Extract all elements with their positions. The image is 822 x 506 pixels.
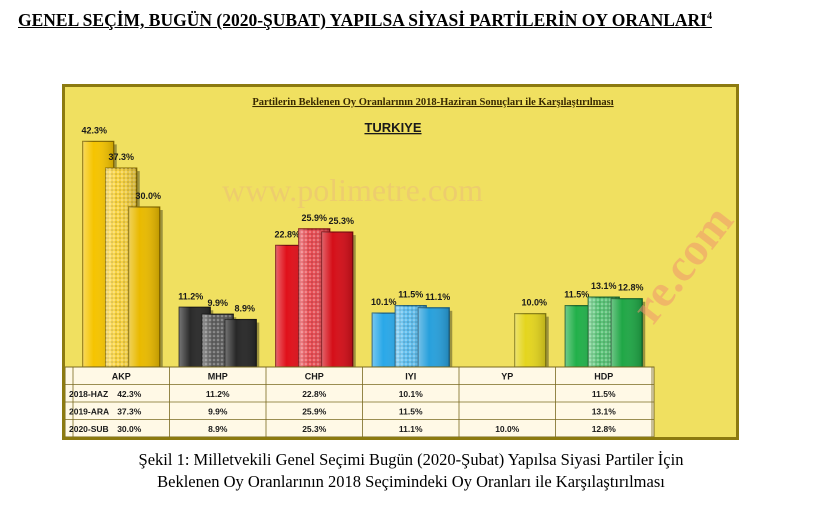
table-cell: 25.3%	[302, 424, 327, 434]
category-label: CHP	[305, 372, 324, 382]
bars-layer: 42.3% 37.3% 30.0% 11.2% 9.9% 8.9% 22.8%25.9% 25…	[81, 125, 646, 370]
caption-line-1: Şekil 1: Milletvekili Genel Seçimi Bugün…	[138, 450, 684, 469]
data-label: 12.8%	[618, 283, 644, 293]
table-row-label: 2020-SUB	[69, 424, 109, 434]
table-cell: 9.9%	[208, 407, 228, 417]
bar-shine	[128, 207, 160, 367]
table-cell: 10.1%	[399, 389, 424, 399]
bar-chart: Partilerin Beklenen Oy Oranlarının 2018-…	[65, 97, 655, 437]
table-cell: 8.9%	[208, 424, 228, 434]
table-cell: 10.0%	[495, 424, 520, 434]
data-label: 25.3%	[328, 216, 354, 226]
category-label: MHP	[208, 372, 228, 382]
bar-shine	[321, 232, 353, 367]
data-label: 30.0%	[135, 191, 161, 201]
data-label: 9.9%	[207, 298, 228, 308]
bar-shine	[514, 313, 546, 367]
bar-shine	[418, 307, 450, 367]
data-label: 25.9%	[301, 213, 327, 223]
data-label: 11.2%	[178, 291, 203, 301]
table-cell: 12.8%	[592, 424, 617, 434]
bar-shine	[225, 319, 257, 367]
table-row-label: 2019-ARA	[69, 407, 109, 417]
page-heading-text: GENEL SEÇİM, BUGÜN (2020-ŞUBAT) YAPILSA …	[18, 10, 707, 30]
table-cell: 11.5%	[592, 389, 616, 399]
data-label: 11.5%	[398, 290, 423, 300]
category-label: HDP	[594, 372, 613, 382]
caption-line-2: Beklenen Oy Oranlarının 2018 Seçimindeki…	[157, 472, 665, 491]
data-label: 10.1%	[371, 297, 397, 307]
table-cell: 37.3%	[117, 407, 142, 417]
chart-panel: Partilerin Beklenen Oy Oranlarının 2018-…	[62, 84, 739, 440]
category-label: YP	[501, 372, 513, 382]
data-label: 37.3%	[108, 152, 134, 162]
page-heading: GENEL SEÇİM, BUGÜN (2020-ŞUBAT) YAPILSA …	[18, 10, 808, 31]
table-cell: 11.2%	[206, 389, 230, 399]
bar-shine	[611, 298, 643, 367]
table-cell: 42.3%	[117, 389, 142, 399]
figure-caption: Şekil 1: Milletvekili Genel Seçimi Bugün…	[0, 449, 822, 493]
heading-footnote: 4	[707, 11, 712, 23]
chart-title: Partilerin Beklenen Oy Oranlarının 2018-…	[252, 97, 613, 108]
data-label: 13.1%	[591, 281, 617, 291]
data-label: 42.3%	[81, 125, 107, 135]
table-cell: 22.8%	[302, 389, 327, 399]
category-label: IYI	[405, 372, 416, 382]
data-label: 22.8%	[274, 229, 300, 239]
data-label: 8.9%	[234, 304, 255, 314]
table-row-label: 2018-HAZ	[69, 389, 108, 399]
table-cell: 11.5%	[399, 407, 423, 417]
category-label: AKP	[112, 372, 131, 382]
table-cell: 25.9%	[302, 407, 327, 417]
chart-subtitle: TURKIYE	[364, 120, 421, 135]
data-table: AKP MHP CHP IYI YP HDP 2018-HAZ 42.3% 11.2% 22.8%…	[65, 366, 655, 437]
table-cell: 11.1%	[399, 424, 423, 434]
data-label: 11.1%	[425, 292, 450, 302]
table-cell: 30.0%	[117, 424, 142, 434]
table-cell: 13.1%	[592, 407, 617, 417]
data-label: 10.0%	[521, 298, 547, 308]
data-label: 11.5%	[564, 290, 589, 300]
